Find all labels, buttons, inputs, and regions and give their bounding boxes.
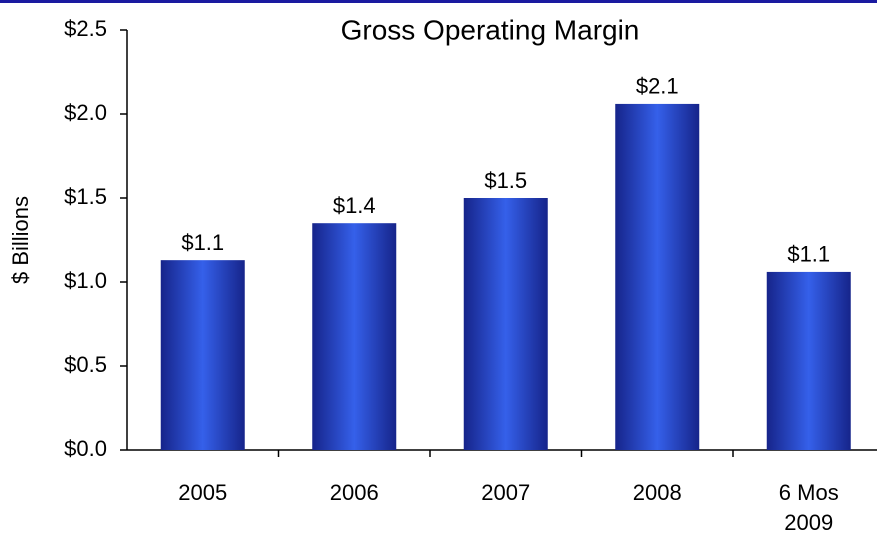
x-tick-label: 2008 xyxy=(632,480,682,505)
value-label: $1.1 xyxy=(787,242,830,267)
y-tick-label: $2.0 xyxy=(64,100,107,125)
value-label: $1.1 xyxy=(181,230,224,255)
top-rule xyxy=(0,0,877,3)
x-tick-label: 6 Mos 2009 xyxy=(778,480,839,535)
y-tick-label: $0.0 xyxy=(64,436,107,461)
x-tick-label: 2006 xyxy=(329,480,379,505)
bar xyxy=(766,271,851,450)
bar xyxy=(312,223,397,450)
value-label: $1.5 xyxy=(484,168,527,193)
bar xyxy=(615,103,700,451)
y-tick-label: $0.5 xyxy=(64,352,107,377)
y-axis-label: $ Billions xyxy=(8,196,33,284)
value-label: $2.1 xyxy=(636,74,679,99)
y-tick-label: $2.5 xyxy=(64,16,107,41)
chart-title: Gross Operating Margin xyxy=(341,14,640,45)
y-tick-label: $1.0 xyxy=(64,268,107,293)
y-tick-label: $1.5 xyxy=(64,184,107,209)
x-tick-label: 2007 xyxy=(481,480,531,505)
bar xyxy=(160,260,245,450)
x-tick-label: 2005 xyxy=(178,480,228,505)
value-label: $1.4 xyxy=(333,193,376,218)
bar xyxy=(463,198,548,450)
